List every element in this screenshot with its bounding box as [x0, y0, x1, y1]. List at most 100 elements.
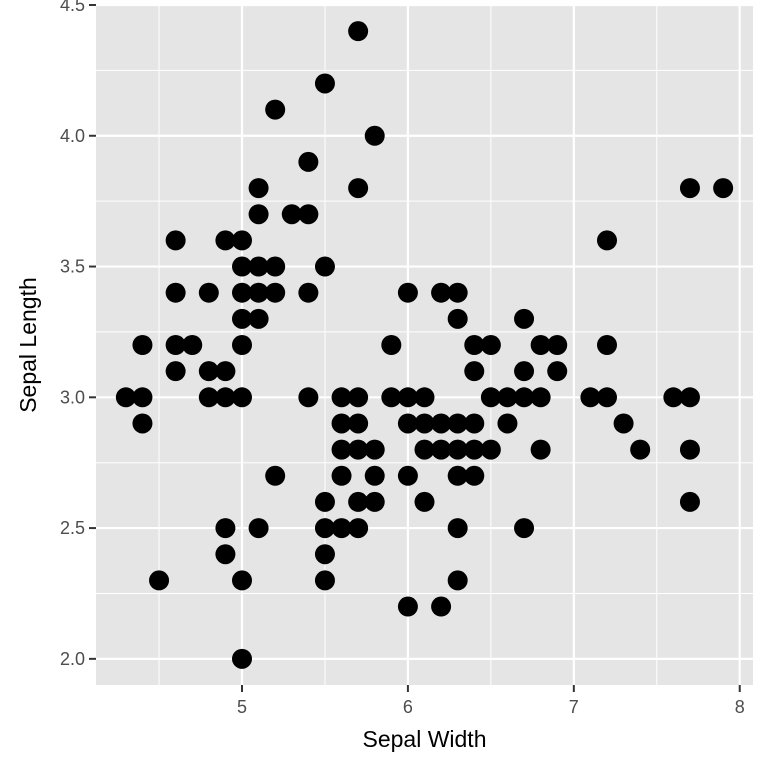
data-point [265, 465, 286, 486]
data-point [314, 570, 335, 591]
data-point [132, 387, 153, 408]
y-tick-label: 3.0 [60, 387, 85, 407]
data-point [298, 151, 319, 172]
data-point [464, 413, 485, 434]
y-axis: 2.0 2.5 3.0 3.5 4.0 4.5 [60, 0, 96, 669]
data-point [248, 178, 269, 199]
data-point [331, 439, 352, 460]
data-point [248, 308, 269, 329]
data-point [464, 361, 485, 382]
data-point [198, 361, 219, 382]
data-point [265, 256, 286, 277]
data-point [431, 413, 452, 434]
data-point [381, 335, 402, 355]
data-point [397, 465, 418, 486]
data-point [314, 256, 335, 277]
y-axis-title: Sepal Length [15, 277, 41, 413]
x-tick-label: 5 [237, 697, 247, 717]
data-point [397, 387, 418, 408]
data-point [679, 387, 700, 408]
data-point [397, 596, 418, 617]
data-point [348, 518, 369, 539]
data-point [348, 178, 369, 199]
data-point [198, 387, 219, 408]
data-point [314, 544, 335, 565]
data-point [364, 439, 385, 460]
data-point [132, 335, 153, 355]
y-tick-label: 4.5 [60, 0, 85, 15]
x-tick-label: 8 [735, 697, 745, 717]
y-tick-label: 2.0 [60, 649, 85, 669]
data-point [215, 544, 236, 565]
data-point [480, 439, 501, 460]
data-point [397, 413, 418, 434]
data-point [679, 439, 700, 460]
data-point [497, 413, 518, 434]
data-point [232, 570, 252, 591]
data-point [431, 282, 452, 303]
data-point [165, 282, 186, 303]
y-tick-label: 2.5 [60, 518, 85, 538]
data-point [232, 230, 252, 251]
data-point [547, 335, 568, 355]
data-point [431, 596, 452, 617]
x-tick-label: 7 [569, 697, 579, 717]
data-point [281, 204, 302, 225]
data-point [447, 465, 468, 486]
data-point [630, 439, 651, 460]
data-point [547, 361, 568, 382]
data-point [298, 204, 319, 225]
data-point [713, 178, 734, 199]
data-point [431, 439, 452, 460]
data-point [447, 308, 468, 329]
data-point [348, 491, 369, 512]
data-point [679, 491, 700, 512]
data-point [464, 439, 485, 460]
data-point [232, 282, 252, 303]
data-point [480, 387, 501, 408]
data-point [364, 125, 385, 146]
data-point [514, 518, 535, 539]
data-point [265, 99, 286, 120]
data-point [597, 335, 617, 355]
data-points [115, 21, 734, 669]
data-point [248, 256, 269, 277]
data-point [348, 387, 369, 408]
y-tick-label: 3.5 [60, 257, 85, 277]
x-axis: 5 6 7 8 [237, 685, 745, 717]
data-point [381, 387, 402, 408]
data-point [464, 335, 485, 355]
data-point [397, 282, 418, 303]
data-point [364, 465, 385, 486]
data-point [298, 282, 319, 303]
data-point [331, 465, 352, 486]
data-point [447, 282, 468, 303]
data-point [248, 282, 269, 303]
data-point [149, 570, 170, 591]
data-point [132, 413, 153, 434]
data-point [314, 491, 335, 512]
data-point [364, 491, 385, 512]
data-point [447, 439, 468, 460]
data-point [414, 439, 435, 460]
data-point [115, 387, 136, 408]
data-point [480, 335, 501, 355]
data-point [679, 178, 700, 199]
data-point [613, 413, 634, 434]
data-point [165, 230, 186, 251]
data-point [447, 570, 468, 591]
data-point [580, 387, 601, 408]
data-point [165, 361, 186, 382]
data-point [314, 73, 335, 94]
data-point [215, 518, 236, 539]
data-point [530, 439, 551, 460]
data-point [182, 335, 203, 355]
data-point [331, 518, 352, 539]
data-point [447, 413, 468, 434]
y-tick-label: 4.0 [60, 126, 85, 146]
data-point [414, 387, 435, 408]
data-point [663, 387, 684, 408]
data-point [248, 204, 269, 225]
data-point [215, 361, 236, 382]
data-point [464, 465, 485, 486]
